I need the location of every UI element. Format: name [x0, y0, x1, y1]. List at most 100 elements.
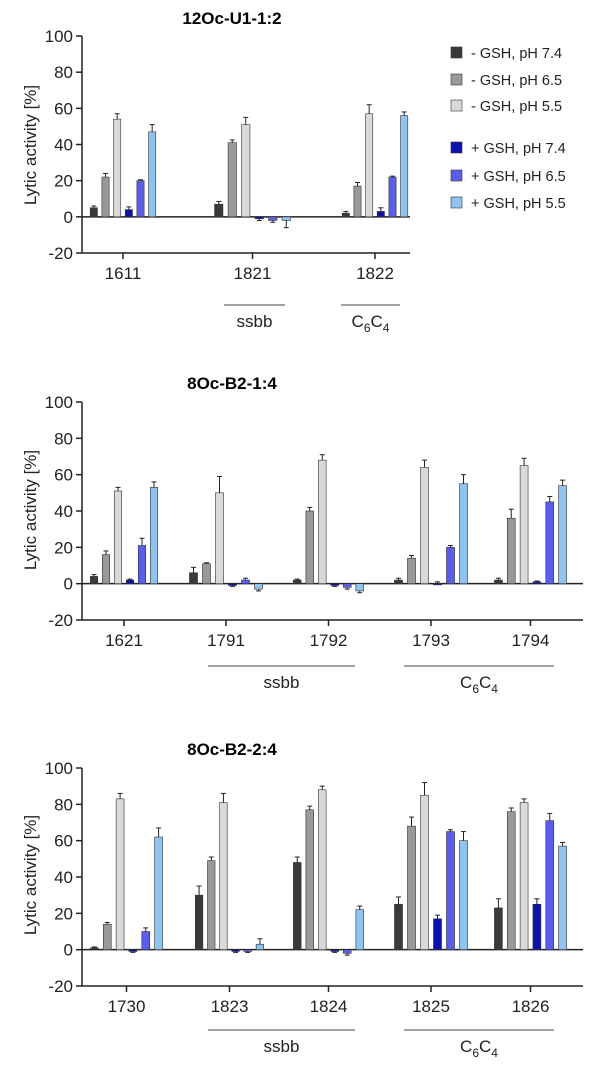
- bar-1730-series-4: [128, 949, 138, 952]
- bar-1792-series-4: [330, 583, 339, 586]
- bar-1621-series-6: [149, 487, 159, 584]
- bar-1822-series-3: [365, 113, 374, 218]
- x-tick-label: 1621: [105, 631, 143, 650]
- subscript: 6: [472, 682, 479, 696]
- group-label-c6c4: C6C4: [352, 312, 390, 335]
- bar-1792-series-5: [343, 583, 352, 588]
- x-tick-label: 1824: [310, 997, 348, 1016]
- group-label-c6c4: C6C4: [460, 1037, 498, 1060]
- x-tick-label: 1826: [512, 997, 550, 1016]
- y-tick-label: 60: [54, 99, 73, 118]
- bar-1823-series-3: [219, 802, 228, 950]
- bar-1823-series-2: [207, 860, 216, 950]
- label-part: C: [352, 312, 364, 331]
- bar-1823-series-1: [195, 894, 204, 950]
- subscript: 6: [364, 321, 371, 335]
- x-tick-label: 1730: [108, 997, 146, 1016]
- y-tick-label: 40: [54, 502, 73, 521]
- y-tick-label: 20: [54, 172, 73, 191]
- bar-1826-series-2: [506, 811, 516, 950]
- legend: - GSH, pH 7.4 - GSH, pH 6.5 - GSH, pH 5.5 +…: [450, 46, 566, 212]
- legend-swatch-2: [450, 73, 463, 86]
- legend-swatch-3: [450, 99, 463, 112]
- x-tick-label: 1792: [310, 631, 348, 650]
- y-tick-label: 100: [45, 393, 73, 412]
- bar-1621-series-5: [137, 545, 147, 584]
- bar-1621-series-1: [89, 576, 99, 584]
- bar-1794-series-5: [545, 501, 555, 584]
- bar-1825-series-5: [446, 831, 455, 950]
- bar-1823-series-5: [243, 949, 252, 952]
- subscript: 4: [491, 682, 498, 696]
- x-tick-label: 1822: [356, 264, 394, 283]
- bar-1825-series-2: [407, 825, 416, 950]
- bar-1792-series-1: [293, 579, 302, 584]
- label-part: C: [479, 1037, 491, 1056]
- bar-1821-series-4: [254, 216, 264, 219]
- bar-1791-series-2: [202, 563, 211, 584]
- x-tick-label: 1611: [105, 264, 142, 283]
- bar-1792-series-3: [318, 459, 327, 584]
- x-tick-label: 1793: [412, 631, 450, 650]
- bar-1621-series-4: [125, 579, 135, 584]
- bar-1823-series-4: [231, 949, 240, 952]
- y-tick-label: -20: [48, 611, 73, 630]
- label-part: C: [460, 1037, 472, 1056]
- bar-1821-series-2: [227, 142, 237, 218]
- legend-swatch-6: [450, 196, 463, 209]
- y-tick-label: 80: [54, 429, 73, 448]
- y-tick-label: 60: [54, 466, 73, 485]
- label-part: C: [371, 312, 383, 331]
- bar-1791-series-6: [254, 583, 263, 590]
- chart-panel-1: 12Oc-U1-1:2 Lytic activity [%] -20 0 20 40 60 8…: [21, 9, 410, 335]
- bar-1791-series-4: [228, 583, 237, 586]
- bar-1730-series-5: [141, 931, 151, 950]
- bar-1822-series-5: [388, 176, 397, 218]
- bar-1794-series-1: [494, 579, 503, 584]
- bar-1792-series-6: [355, 583, 364, 592]
- bar-1824-series-6: [355, 909, 364, 950]
- group-label-ssbb: ssbb: [264, 1037, 300, 1056]
- bar-1730-series-6: [154, 836, 163, 950]
- legend-swatch-1: [450, 46, 463, 59]
- bar-1611-series-2: [101, 176, 110, 218]
- y-tick-label: 40: [54, 868, 73, 887]
- bar-1794-series-6: [558, 485, 567, 584]
- bar-1826-series-5: [545, 820, 555, 950]
- bar-1821-series-1: [214, 203, 224, 218]
- bar-1611-series-4: [124, 209, 133, 218]
- bar-1793-series-1: [394, 579, 403, 584]
- y-tick-label: -20: [48, 244, 73, 263]
- bar-1791-series-3: [215, 492, 224, 584]
- group-label-ssbb: ssbb: [264, 673, 300, 692]
- bar-1821-series-6: [281, 216, 291, 221]
- chart-panel-2: 8Oc-B2-1:4 Lytic activity [%] -20 0 20 40 60 80…: [21, 374, 583, 696]
- bar-1826-series-4: [532, 903, 542, 950]
- y-tick-label: 40: [54, 136, 73, 155]
- bar-1824-series-5: [343, 949, 352, 954]
- bar-1611-series-5: [136, 180, 145, 218]
- y-axis-label: Lytic activity [%]: [21, 815, 40, 935]
- y-tick-label: 20: [54, 904, 73, 923]
- subscript: 4: [491, 1046, 498, 1060]
- bar-1791-series-1: [189, 572, 198, 584]
- y-tick-label: 60: [54, 832, 73, 851]
- bar-1621-series-2: [101, 554, 111, 584]
- bar-1826-series-6: [558, 845, 567, 950]
- legend-label-4: + GSH, pH 7.4: [471, 141, 566, 157]
- x-tick-label: 1821: [234, 264, 272, 283]
- y-tick-label: 0: [64, 575, 73, 594]
- bar-1824-series-4: [330, 949, 339, 952]
- bar-1793-series-2: [407, 557, 416, 584]
- bar-1730-series-1: [90, 947, 99, 950]
- bar-1794-series-2: [506, 517, 516, 584]
- bar-1822-series-4: [376, 211, 385, 218]
- bar-1826-series-3: [519, 802, 529, 950]
- label-part: C: [460, 673, 472, 692]
- legend-label-6: + GSH, pH 5.5: [471, 196, 566, 212]
- chart-title: 12Oc-U1-1:2: [182, 9, 281, 28]
- bar-1611-series-6: [148, 131, 157, 218]
- bar-1793-series-3: [420, 467, 429, 584]
- y-tick-label: 80: [54, 795, 73, 814]
